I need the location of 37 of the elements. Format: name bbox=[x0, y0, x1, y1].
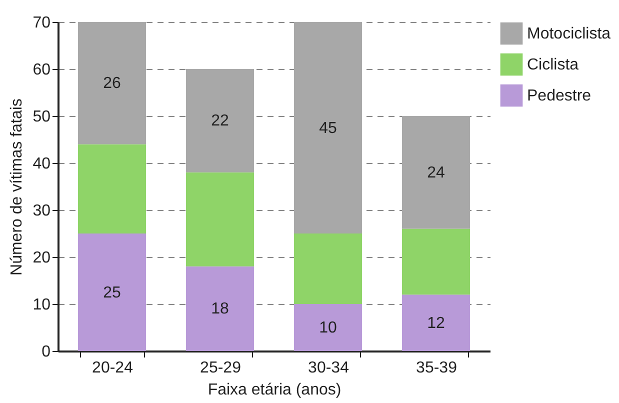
legend-label: Pedestre bbox=[527, 88, 592, 104]
bar bbox=[186, 266, 254, 351]
bar bbox=[294, 22, 362, 234]
y-tick-label: 40 bbox=[32, 156, 51, 172]
y-tick-label: 0 bbox=[42, 344, 51, 360]
bar bbox=[294, 304, 362, 351]
y-axis-title: Número de vítimas fatais bbox=[8, 98, 26, 276]
data-label: 10 bbox=[319, 320, 337, 336]
x-tick-label: 35-39 bbox=[416, 360, 458, 376]
bar bbox=[186, 69, 254, 172]
data-label: 12 bbox=[427, 314, 445, 332]
x-tick-label: 30-34 bbox=[308, 360, 350, 376]
bar bbox=[402, 228, 470, 295]
y-tick-label: 30 bbox=[32, 202, 51, 220]
y-tick-label: 10 bbox=[32, 296, 51, 314]
data-label: 26 bbox=[103, 75, 121, 92]
y-tick-label: 20 bbox=[32, 250, 51, 266]
data-label: 45 bbox=[319, 120, 337, 137]
bar bbox=[402, 294, 470, 351]
x-tick-label: 25-29 bbox=[200, 360, 242, 376]
bar bbox=[78, 234, 146, 351]
data-label: 22 bbox=[211, 112, 229, 130]
legend-label: Motociclista bbox=[527, 26, 611, 42]
data-label: 24 bbox=[427, 164, 445, 182]
y-tick-label: 70 bbox=[32, 14, 51, 32]
x-tick-label: 20-24 bbox=[92, 360, 134, 376]
bar bbox=[78, 144, 146, 234]
bar bbox=[78, 22, 146, 144]
bar bbox=[186, 172, 254, 266]
legend-label: Ciclista bbox=[527, 56, 579, 74]
bar bbox=[294, 234, 362, 304]
data-label: 25 bbox=[103, 284, 121, 302]
bar bbox=[402, 116, 470, 229]
y-tick-label: 50 bbox=[32, 108, 51, 126]
data-label: 18 bbox=[211, 300, 229, 318]
x-axis-title: Faixa etária (anos) bbox=[208, 382, 342, 398]
y-tick-label: 60 bbox=[32, 62, 51, 78]
